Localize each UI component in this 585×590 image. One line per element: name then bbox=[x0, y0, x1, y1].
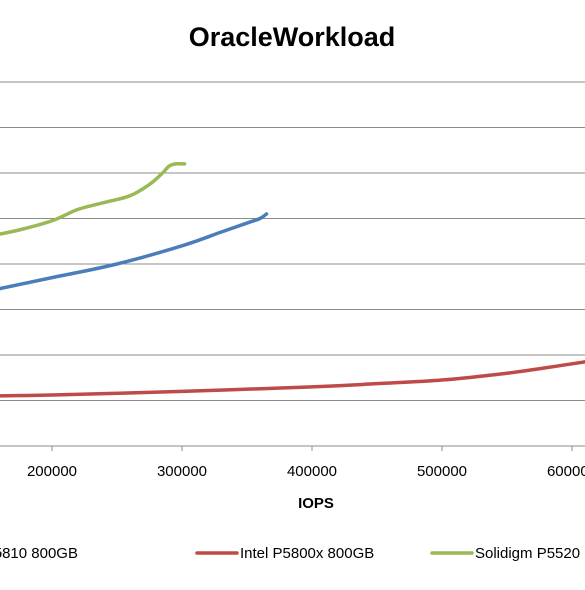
x-tick-label: 200000 bbox=[27, 463, 77, 480]
x-tick-label: 400000 bbox=[287, 463, 337, 480]
x-tick-labels: 200000 300000 400000 500000 600000 bbox=[27, 446, 585, 480]
series-line-3 bbox=[0, 161, 187, 236]
legend-label-3: Solidigm P5520 bbox=[475, 545, 580, 562]
legend-label-1: Solidigm P5810 800GB bbox=[0, 545, 78, 562]
legend-label-2: Intel P5800x 800GB bbox=[240, 545, 374, 562]
x-tick-label: 300000 bbox=[157, 463, 207, 480]
series-line-1 bbox=[0, 212, 269, 291]
x-axis-label: IOPS bbox=[298, 495, 334, 512]
x-tick-label: 500000 bbox=[417, 463, 467, 480]
chart-title: OracleWorkload bbox=[189, 22, 396, 52]
x-tick-label: 600000 bbox=[547, 463, 585, 480]
series-lines bbox=[0, 161, 585, 398]
legend: Solidigm P5810 800GB Intel P5800x 800GB So… bbox=[0, 545, 580, 562]
gridlines bbox=[0, 81, 585, 447]
series-line-2 bbox=[0, 360, 585, 398]
